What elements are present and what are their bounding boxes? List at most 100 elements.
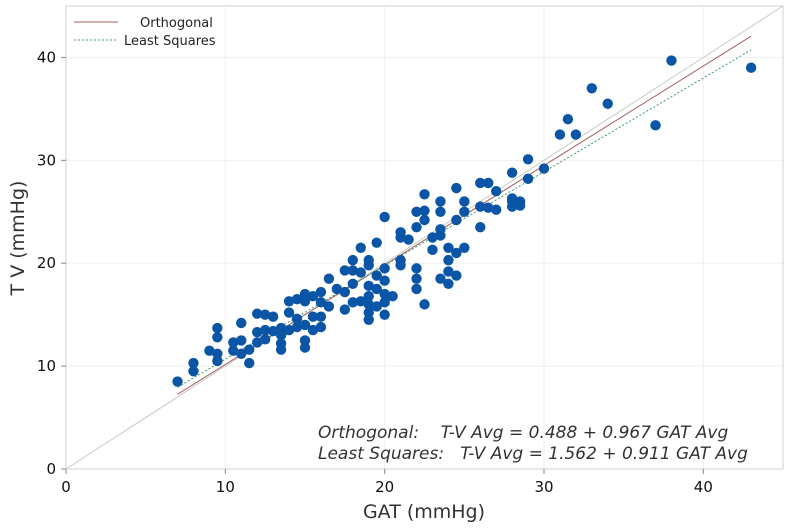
data-point	[411, 222, 422, 233]
data-point	[236, 317, 247, 329]
y-tick-label: 0	[46, 460, 56, 478]
data-point	[363, 314, 374, 326]
data-point	[347, 265, 358, 276]
data-point	[363, 254, 374, 266]
data-point	[315, 311, 327, 322]
data-point	[339, 286, 351, 298]
data-point	[427, 244, 438, 256]
least-squares-fit-line	[177, 49, 752, 388]
data-point	[347, 254, 358, 266]
data-point	[419, 205, 430, 216]
data-point	[491, 204, 502, 215]
data-point	[339, 304, 351, 315]
data-point	[275, 322, 287, 334]
data-point	[212, 348, 223, 359]
equation-least-squares: Least Squares: T-V Avg = 1.562 + 0.911 G…	[318, 444, 748, 464]
data-point	[371, 237, 382, 248]
data-point	[459, 206, 470, 217]
data-point	[299, 319, 311, 331]
data-point	[355, 296, 366, 307]
x-tick-label: 40	[694, 478, 713, 496]
y-tick-label: 20	[37, 254, 56, 272]
data-point	[244, 344, 255, 355]
data-point	[331, 283, 343, 295]
x-tick-label: 30	[534, 478, 553, 496]
data-point	[236, 335, 247, 346]
x-tick-label: 10	[216, 478, 235, 496]
data-point	[379, 211, 390, 223]
data-point	[650, 120, 661, 131]
data-point	[339, 265, 351, 276]
data-point	[259, 334, 271, 345]
data-point	[602, 98, 613, 109]
data-point	[411, 263, 422, 274]
data-point	[371, 270, 382, 281]
data-point	[395, 254, 406, 266]
data-point	[307, 290, 319, 302]
data-point	[259, 324, 271, 336]
x-axis-title: GAT (mmHg)	[363, 501, 485, 523]
data-point	[745, 62, 757, 73]
data-point	[379, 275, 390, 286]
data-point	[403, 234, 414, 245]
data-point	[236, 348, 247, 359]
data-point	[212, 322, 223, 334]
legend: Orthogonal Least Squares	[74, 16, 216, 49]
legend-label-least-squares: Least Squares	[124, 34, 216, 49]
data-point	[212, 332, 223, 343]
y-tick-label: 30	[37, 151, 56, 169]
data-point	[586, 83, 597, 94]
data-point	[475, 177, 486, 189]
data-point	[371, 301, 382, 312]
data-point	[475, 222, 486, 233]
grid-lines	[66, 6, 783, 469]
data-point	[379, 288, 390, 300]
data-point	[275, 338, 287, 349]
data-point	[204, 345, 215, 356]
identity-line	[65, 5, 784, 470]
data-point	[283, 307, 295, 318]
data-point	[283, 324, 295, 336]
equation-orthogonal: Orthogonal: T-V Avg = 0.488 + 0.967 GAT …	[318, 423, 728, 443]
data-point	[363, 299, 374, 310]
data-point	[506, 193, 518, 204]
data-point	[188, 366, 199, 377]
data-point	[387, 290, 398, 302]
data-point	[451, 182, 462, 194]
data-point	[483, 177, 494, 189]
data-point	[323, 301, 335, 312]
data-point	[435, 196, 446, 207]
data-point	[443, 278, 454, 289]
data-point	[355, 242, 366, 253]
axis-ticks: 0 10 20 30 40 0 10 20 30 40	[37, 48, 713, 496]
data-point	[491, 186, 502, 197]
y-tick-label: 10	[37, 357, 56, 375]
data-point	[419, 214, 430, 226]
data-point	[363, 290, 374, 302]
data-point	[267, 325, 279, 337]
data-point	[554, 129, 566, 140]
data-point	[459, 242, 470, 253]
data-point	[228, 345, 239, 356]
data-point	[299, 342, 311, 353]
data-point	[259, 309, 271, 320]
data-point	[283, 296, 295, 307]
data-point	[459, 196, 470, 207]
data-point	[323, 273, 335, 284]
data-point	[411, 206, 422, 217]
data-point	[522, 154, 534, 165]
plot-frame	[65, 5, 784, 470]
data-point	[570, 129, 582, 140]
data-point	[315, 321, 327, 333]
data-point	[483, 202, 494, 213]
x-tick-label: 20	[375, 478, 394, 496]
data-point	[443, 254, 454, 266]
data-point	[212, 355, 223, 367]
data-point	[291, 294, 303, 305]
data-point	[307, 324, 319, 336]
x-tick-label: 0	[61, 478, 71, 496]
data-point	[538, 163, 550, 174]
data-point	[379, 297, 390, 308]
data-point	[275, 330, 287, 341]
